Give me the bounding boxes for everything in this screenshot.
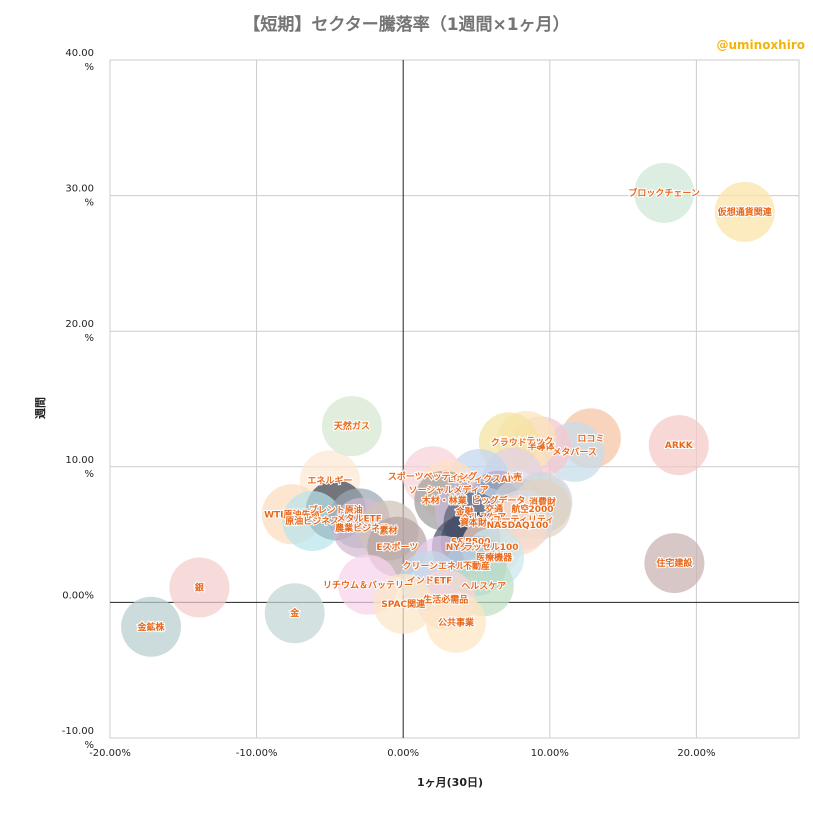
bubble-label: クラウド xyxy=(491,437,527,448)
bubble-label: 金鉱株 xyxy=(137,621,166,633)
bubble-label: ユーティリティ xyxy=(492,515,554,526)
author-credit: @uminoxhiro xyxy=(716,38,805,52)
y-tick-unit: % xyxy=(84,62,94,73)
bubble-label: 銀 xyxy=(195,581,204,593)
y-axis-title: 週間 xyxy=(33,397,47,419)
bubble-label: SPAC関連 xyxy=(381,598,426,610)
bubble-label: ラッセル100 xyxy=(464,542,519,553)
bubble-label: 金 xyxy=(289,607,300,619)
bubble-label: ロコミ xyxy=(577,433,604,444)
bubble-label: スポーツベッティング xyxy=(388,470,477,482)
y-tick-label: 10.00 xyxy=(65,455,94,466)
bubble-label: 半導体 xyxy=(527,440,555,452)
y-tick-unit: % xyxy=(84,740,94,751)
x-tick-label: -20.00% xyxy=(89,748,131,759)
x-tick-labels: -20.00% -10.00% 0.00% 10.00% 20.00% xyxy=(89,748,715,759)
bubble-point xyxy=(373,573,434,634)
bubble-point xyxy=(321,396,382,457)
y-tick-label: 30.00 xyxy=(65,184,94,195)
x-tick-label: 20.00% xyxy=(677,748,715,759)
y-tick-unit: % xyxy=(84,333,94,344)
bubble-label: 資本財 xyxy=(460,516,487,528)
bubble-label: ロボティクスAI xyxy=(448,473,512,485)
bubble-label: NYダウ xyxy=(446,541,478,553)
bubble-label-layer: ブロックチェーン仮想通貨関連ARKK住宅建設ロコミメタバース半導体フィンテックク… xyxy=(136,186,774,634)
bubble-label: 生活必需品 xyxy=(423,594,468,606)
y-tick-label: 20.00 xyxy=(65,319,94,330)
bubble-point xyxy=(282,491,343,552)
bubble-point xyxy=(425,592,486,653)
bubble-label: 交通 xyxy=(485,503,503,515)
x-tick-label: 10.00% xyxy=(531,748,569,759)
y-tick-label: 0.00% xyxy=(62,590,94,601)
y-tick-unit: % xyxy=(84,469,94,480)
bubble-label: ブレント原油 xyxy=(309,504,363,516)
bubble-label: 木材・林業 xyxy=(421,495,468,507)
x-tick-label: -10.00% xyxy=(236,748,278,759)
bubble-label: Eスポーツ xyxy=(376,541,418,553)
bubble-label: 不動産 xyxy=(463,560,490,572)
bubble-label: 消費財 xyxy=(529,496,556,508)
bubble-label: フィンテック xyxy=(499,436,553,447)
bubble-point xyxy=(644,533,705,594)
bubble-label: ブロックチェーン xyxy=(628,187,700,199)
bubble-label: 仮想通貨関連 xyxy=(717,206,773,218)
bubble-label: S&P500 xyxy=(451,537,491,547)
bubble-point xyxy=(264,583,325,644)
bubble-label: リチウム＆バッテリー xyxy=(323,580,413,591)
bubble-label: 医療機器 xyxy=(476,552,513,564)
x-tick-label: 0.00% xyxy=(387,748,419,759)
bubble-label: 金融 xyxy=(455,506,474,518)
bubble-label: 素材 xyxy=(380,525,398,537)
bubble-label: NASDAQ100 xyxy=(487,521,549,531)
bubble-point xyxy=(648,415,709,476)
bubble-label: 農業ビジネス xyxy=(335,522,389,534)
bubble-label: クリーンエネルギー xyxy=(402,560,483,572)
x-axis-title: 1ヶ月(30日) xyxy=(417,776,483,789)
bubble-label: 2000 xyxy=(528,505,553,515)
y-tick-labels: 40.00% 30.00% 20.00% 10.00% 0.00% -10.00% xyxy=(62,48,94,751)
bubble-label: 通信 xyxy=(532,497,550,509)
bubble-label: エネルギー xyxy=(307,474,352,486)
bubble-label: ARKK xyxy=(665,441,694,451)
y-tick-label: -10.00 xyxy=(62,726,94,737)
bubble-label: 航空 xyxy=(511,503,529,515)
bubble-label: インドETF xyxy=(407,576,452,587)
y-tick-unit: % xyxy=(84,198,94,209)
bubble-point xyxy=(714,181,775,242)
bubble-label: 天然ガス xyxy=(334,420,370,432)
bubble-point xyxy=(169,557,230,618)
bubble-point xyxy=(121,596,182,657)
chart-title: 【短期】セクター騰落率（1週間×1ヶ月） xyxy=(243,15,570,35)
bubble-layer xyxy=(121,162,775,657)
bubble-point xyxy=(634,162,695,223)
bubble-label: 原油ビジネス xyxy=(285,515,339,527)
bubble-label: 小売 xyxy=(503,472,522,484)
bubble-label: メタバース xyxy=(552,446,597,458)
bubble-label: メタルETF xyxy=(336,512,381,524)
bubble-label: ヘルスケア xyxy=(461,512,506,523)
bubble-label: ソーシャルメディア xyxy=(409,484,489,496)
bubble-label: ヘルスケア xyxy=(461,581,506,592)
y-tick-label: 40.00 xyxy=(65,48,94,59)
bubble-label: 公共事業 xyxy=(438,617,475,629)
bubble-label: ビッグデータ xyxy=(471,495,525,507)
bubble-label: 住宅建設 xyxy=(656,557,693,569)
bubble-label: WTI原油先物 xyxy=(264,508,319,520)
